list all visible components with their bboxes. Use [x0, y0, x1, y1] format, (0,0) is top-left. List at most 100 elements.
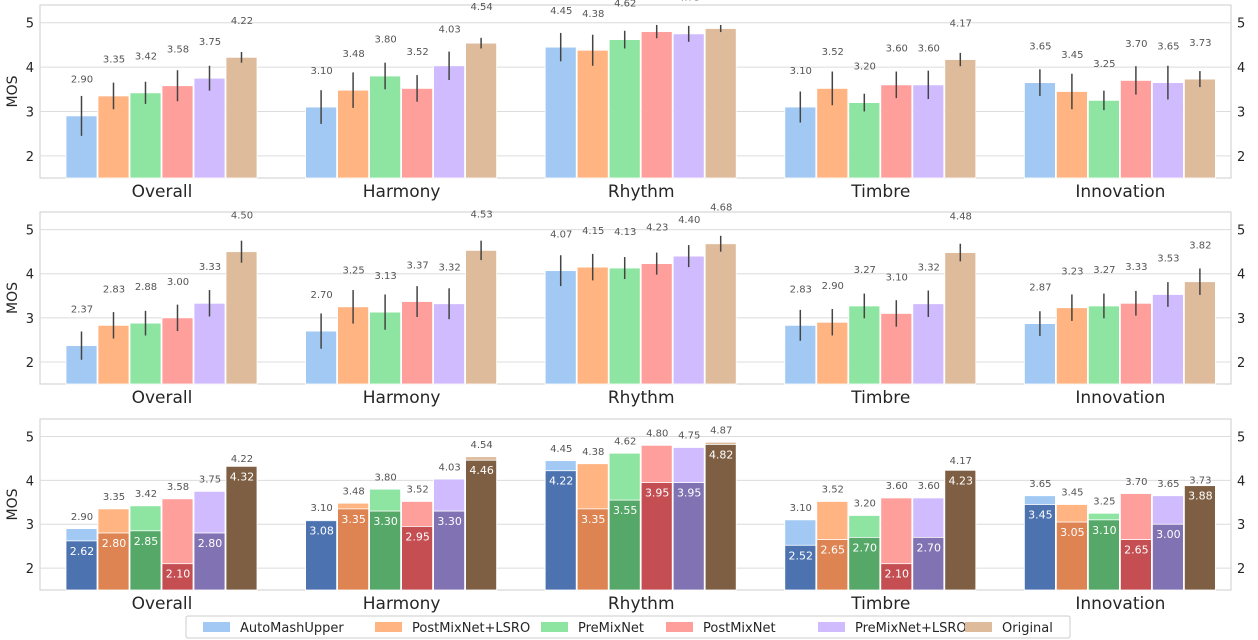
inner-bar-harmony-3: [369, 510, 402, 591]
category-label: Timbre: [850, 388, 910, 408]
inner-value-label: 3.10: [1092, 524, 1117, 537]
value-label: 4.45: [550, 444, 572, 455]
value-label: 3.65: [1157, 41, 1179, 52]
value-label: 4.62: [614, 436, 636, 447]
bar-innovation-6: [1184, 78, 1216, 179]
y-axis-label: MOS: [5, 282, 21, 314]
value-label: 3.00: [167, 277, 189, 288]
value-label: 3.80: [374, 472, 396, 483]
value-label: 3.73: [1189, 475, 1211, 486]
value-label: 3.10: [886, 272, 908, 283]
inner-value-label: 3.95: [677, 487, 702, 500]
value-label: 3.45: [1061, 50, 1083, 61]
bar-rhythm-5: [672, 33, 705, 179]
bar-rhythm-4: [640, 263, 673, 385]
y-tick-label-left: 4: [26, 61, 34, 76]
bar-innovation-1: [1024, 82, 1056, 179]
value-label: 4.53: [470, 209, 492, 220]
category-label: Overall: [132, 388, 193, 408]
inner-value-label: 2.95: [405, 530, 430, 543]
y-tick-label-right: 4: [1237, 61, 1245, 76]
value-label: 3.60: [886, 44, 908, 55]
value-label: 3.37: [406, 260, 428, 271]
inner-value-label: 2.80: [198, 537, 223, 550]
inner-value-label: 2.10: [166, 568, 191, 581]
y-tick-label-left: 5: [26, 17, 34, 32]
value-label: 4.03: [438, 462, 460, 473]
inner-bar-innovation-3: [1088, 519, 1120, 591]
inner-value-label: 3.08: [309, 525, 334, 538]
value-label: 4.75: [678, 0, 700, 4]
bar-rhythm-3: [608, 39, 641, 179]
bar-harmony-5: [433, 65, 466, 179]
y-tick-label-left: 2: [26, 356, 34, 371]
category-label: Timbre: [850, 182, 910, 202]
inner-value-label: 4.46: [469, 464, 494, 477]
bar-overall-6: [225, 251, 258, 385]
value-label: 4.87: [710, 425, 732, 436]
inner-value-label: 2.65: [1124, 544, 1149, 557]
inner-bar-harmony-4: [401, 526, 434, 591]
bar-rhythm-1: [544, 270, 577, 385]
inner-bar-timbre-4: [880, 563, 913, 591]
bar-timbre-3: [848, 102, 881, 179]
bar-harmony-3: [369, 75, 402, 179]
value-label: 3.60: [918, 481, 940, 492]
value-label: 3.25: [1093, 59, 1115, 70]
value-label: 4.80: [646, 0, 668, 1]
value-label: 3.23: [1061, 267, 1083, 278]
bar-harmony-6: [465, 42, 498, 179]
value-label: 3.80: [374, 35, 396, 46]
inner-bar-rhythm-2: [576, 508, 609, 591]
inner-value-label: 3.35: [341, 513, 366, 526]
inner-value-label: 4.32: [230, 470, 255, 483]
value-label: 3.13: [374, 271, 396, 282]
inner-bar-innovation-2: [1056, 521, 1088, 591]
value-label: 2.70: [310, 290, 332, 301]
inner-value-label: 3.30: [373, 515, 398, 528]
legend-swatch-5: [818, 622, 845, 632]
legend-swatch-1: [203, 622, 230, 632]
inner-bar-harmony-2: [337, 508, 370, 591]
inner-value-label: 3.55: [613, 504, 638, 517]
inner-value-label: 2.65: [821, 544, 846, 557]
inner-value-label: 2.70: [917, 541, 942, 554]
y-tick-label-right: 5: [1237, 17, 1245, 32]
value-label: 4.54: [470, 2, 492, 13]
value-label: 3.52: [822, 47, 844, 58]
value-label: 3.65: [1157, 479, 1179, 490]
value-label: 3.27: [1093, 265, 1115, 276]
y-tick-label-left: 2: [26, 150, 34, 165]
bar-harmony-4: [401, 87, 434, 179]
y-tick-label-right: 5: [1237, 224, 1245, 239]
value-label: 3.60: [886, 481, 908, 492]
y-tick-label-right: 5: [1237, 431, 1245, 446]
value-label: 4.17: [950, 18, 972, 29]
category-label: Harmony: [363, 182, 441, 202]
inner-bar-harmony-1: [305, 520, 338, 591]
inner-value-label: 4.23: [949, 474, 974, 487]
legend-label-4: PostMixNet: [703, 621, 776, 636]
value-label: 4.07: [550, 230, 572, 241]
value-label: 4.17: [950, 456, 972, 467]
legend-label-6: Original: [1002, 621, 1053, 636]
inner-value-label: 2.10: [885, 568, 910, 581]
legend-label-2: PostMixNet+LSRO: [412, 621, 530, 636]
category-label: Rhythm: [608, 594, 675, 614]
value-label: 2.90: [71, 512, 93, 523]
bar-timbre-5: [912, 84, 945, 179]
value-label: 4.68: [710, 203, 732, 214]
value-label: 3.25: [1093, 497, 1115, 508]
value-label: 3.42: [135, 52, 157, 63]
inner-value-label: 3.00: [1156, 528, 1181, 541]
value-label: 2.88: [135, 282, 157, 293]
value-label: 4.38: [582, 9, 604, 20]
value-label: 3.65: [1029, 41, 1051, 52]
bar-overall-5: [193, 302, 226, 385]
inner-bar-harmony-6: [465, 459, 498, 591]
value-label: 3.42: [135, 489, 157, 500]
value-label: 4.45: [550, 6, 572, 17]
value-label: 4.80: [646, 429, 668, 440]
y-tick-label-left: 4: [26, 474, 34, 489]
